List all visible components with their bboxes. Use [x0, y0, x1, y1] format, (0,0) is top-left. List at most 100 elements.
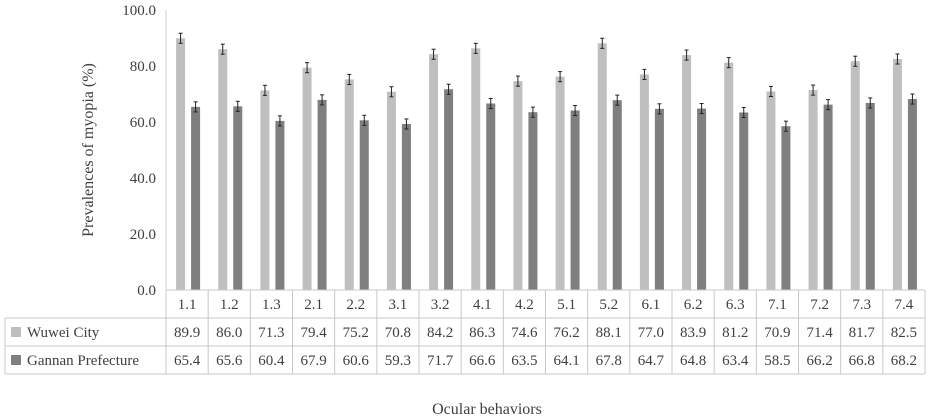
bar-wuwei-city: [766, 91, 776, 290]
x-category-label: 3.1: [389, 297, 408, 313]
data-table-value: 60.4: [258, 353, 285, 369]
bar-gannan-prefecture: [570, 110, 580, 291]
bar-wuwei-city: [176, 38, 186, 290]
data-table-value: 71.4: [806, 325, 833, 341]
bar-gannan-prefecture: [654, 108, 664, 290]
data-table-value: 66.2: [806, 353, 832, 369]
data-table-value: 71.7: [427, 353, 454, 369]
legend-swatch-gannan-prefecture: [11, 355, 21, 365]
legend-label-wuwei-city: Wuwei City: [27, 325, 100, 341]
data-table-value: 68.2: [891, 353, 917, 369]
bar-wuwei-city: [892, 59, 902, 290]
x-category-label: 2.2: [346, 297, 365, 313]
x-category-label: 7.1: [768, 297, 787, 313]
x-category-label: 7.4: [895, 297, 914, 313]
data-table-value: 81.2: [722, 325, 748, 341]
bar-wuwei-city: [471, 48, 481, 290]
x-category-label: 3.2: [431, 297, 450, 313]
x-category-label: 7.3: [852, 297, 871, 313]
data-table-value: 76.2: [553, 325, 579, 341]
x-category-label: 2.1: [304, 297, 323, 313]
bar-wuwei-city: [429, 54, 439, 290]
data-table-value: 66.8: [849, 353, 875, 369]
data-table-value: 64.7: [638, 353, 665, 369]
data-table-value: 65.6: [216, 353, 243, 369]
bar-gannan-prefecture: [317, 99, 327, 290]
bar-wuwei-city: [850, 61, 860, 290]
bar-gannan-prefecture: [823, 104, 833, 290]
x-category-label: 7.2: [810, 297, 829, 313]
data-table-value: 64.8: [680, 353, 706, 369]
bar-gannan-prefecture: [739, 112, 749, 290]
y-tick-label: 0.0: [137, 283, 156, 299]
x-category-label: 6.2: [684, 297, 703, 313]
legend-swatch-wuwei-city: [11, 327, 21, 337]
bar-wuwei-city: [218, 49, 228, 291]
y-tick-label: 80.0: [130, 59, 156, 75]
bar-wuwei-city: [808, 90, 818, 290]
data-table-value: 82.5: [891, 325, 917, 341]
x-category-label: 6.3: [726, 297, 745, 313]
bar-gannan-prefecture: [528, 112, 538, 290]
data-table-value: 70.9: [764, 325, 790, 341]
y-tick-label: 100.0: [122, 3, 156, 19]
bar-gannan-prefecture: [486, 103, 496, 291]
data-table-value: 67.8: [596, 353, 622, 369]
bar-wuwei-city: [302, 67, 312, 291]
x-category-label: 6.1: [642, 297, 661, 313]
x-category-label: 1.1: [178, 297, 197, 313]
legend-label-gannan-prefecture: Gannan Prefecture: [27, 353, 139, 369]
data-table-value: 75.2: [343, 325, 369, 341]
data-table-value: 59.3: [385, 353, 411, 369]
data-table-value: 86.0: [216, 325, 242, 341]
x-category-label: 5.2: [599, 297, 618, 313]
data-table-value: 60.6: [343, 353, 370, 369]
data-table-value: 77.0: [638, 325, 664, 341]
bar-wuwei-city: [724, 62, 734, 290]
data-table-value: 66.6: [469, 353, 496, 369]
bar-gannan-prefecture: [865, 102, 875, 291]
x-category-label: 4.1: [473, 297, 492, 313]
data-table-value: 79.4: [300, 325, 327, 341]
x-category-label: 4.2: [515, 297, 534, 313]
y-axis-title: Prevalences of myopia (%): [80, 63, 97, 237]
data-table-value: 64.1: [553, 353, 579, 369]
bar-gannan-prefecture: [233, 106, 243, 290]
bar-wuwei-city: [344, 79, 354, 290]
data-table-value: 58.5: [764, 353, 790, 369]
data-table-value: 88.1: [596, 325, 622, 341]
bar-wuwei-city: [597, 43, 607, 290]
bar-wuwei-city: [639, 74, 649, 291]
data-table-value: 71.3: [258, 325, 284, 341]
data-table-value: 86.3: [469, 325, 495, 341]
data-table-value: 81.7: [849, 325, 876, 341]
bar-gannan-prefecture: [401, 123, 411, 291]
data-table-value: 63.5: [511, 353, 537, 369]
x-category-label: 1.3: [262, 297, 281, 313]
bar-wuwei-city: [682, 55, 692, 290]
x-category-label: 5.1: [557, 297, 576, 313]
y-tick-label: 40.0: [130, 171, 156, 187]
bar-gannan-prefecture: [191, 106, 201, 290]
bar-gannan-prefecture: [359, 120, 369, 290]
bar-gannan-prefecture: [612, 100, 622, 290]
data-table-value: 63.4: [722, 353, 749, 369]
y-tick-label: 60.0: [130, 115, 156, 131]
data-table-value: 84.2: [427, 325, 453, 341]
x-category-label: 1.2: [220, 297, 239, 313]
bar-gannan-prefecture: [444, 89, 454, 291]
x-axis-title: Ocular behaviors: [432, 401, 542, 418]
data-table-value: 70.8: [385, 325, 411, 341]
bar-gannan-prefecture: [907, 99, 917, 290]
bar-gannan-prefecture: [781, 126, 791, 290]
bar-wuwei-city: [555, 76, 565, 290]
data-table-value: 67.9: [300, 353, 326, 369]
bar-gannan-prefecture: [697, 108, 707, 290]
bar-gannan-prefecture: [275, 120, 285, 290]
data-table-value: 89.9: [174, 325, 200, 341]
bar-wuwei-city: [513, 81, 523, 291]
data-table-value: 74.6: [511, 325, 538, 341]
bar-wuwei-city: [260, 90, 270, 290]
